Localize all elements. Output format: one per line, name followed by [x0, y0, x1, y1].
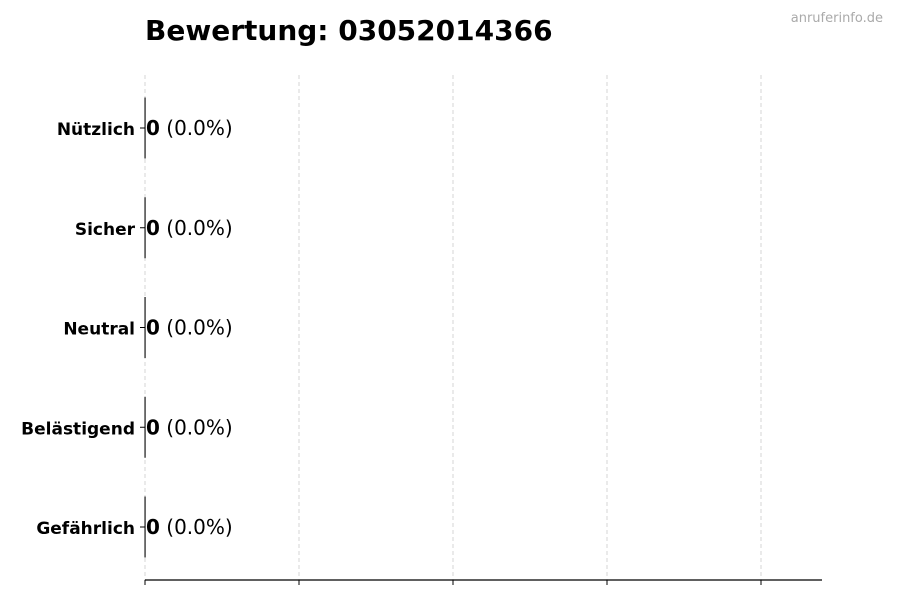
data-label: 0 (0.0%)	[146, 116, 233, 140]
data-label-percent: (0.0%)	[160, 415, 233, 439]
data-label: 0 (0.0%)	[146, 515, 233, 539]
y-tick-label: Neutral	[63, 320, 135, 340]
data-label: 0 (0.0%)	[146, 316, 233, 340]
data-label: 0 (0.0%)	[146, 216, 233, 240]
y-tick-label: Sicher	[75, 220, 136, 240]
watermark: anruferinfo.de	[791, 11, 883, 26]
data-label-count: 0	[146, 116, 160, 140]
y-tick-label: Belästigend	[21, 419, 135, 439]
chart-title: Bewertung: 03052014366	[145, 14, 553, 47]
data-label-percent: (0.0%)	[160, 216, 233, 240]
data-label-count: 0	[146, 216, 160, 240]
data-label: 0 (0.0%)	[146, 415, 233, 439]
data-label-percent: (0.0%)	[160, 316, 233, 340]
data-label-count: 0	[146, 515, 160, 539]
data-label-count: 0	[146, 415, 160, 439]
data-label-percent: (0.0%)	[160, 515, 233, 539]
y-tick-label: Gefährlich	[36, 519, 135, 539]
data-label-count: 0	[146, 316, 160, 340]
y-tick-label: Nützlich	[57, 120, 135, 140]
data-label-percent: (0.0%)	[160, 116, 233, 140]
